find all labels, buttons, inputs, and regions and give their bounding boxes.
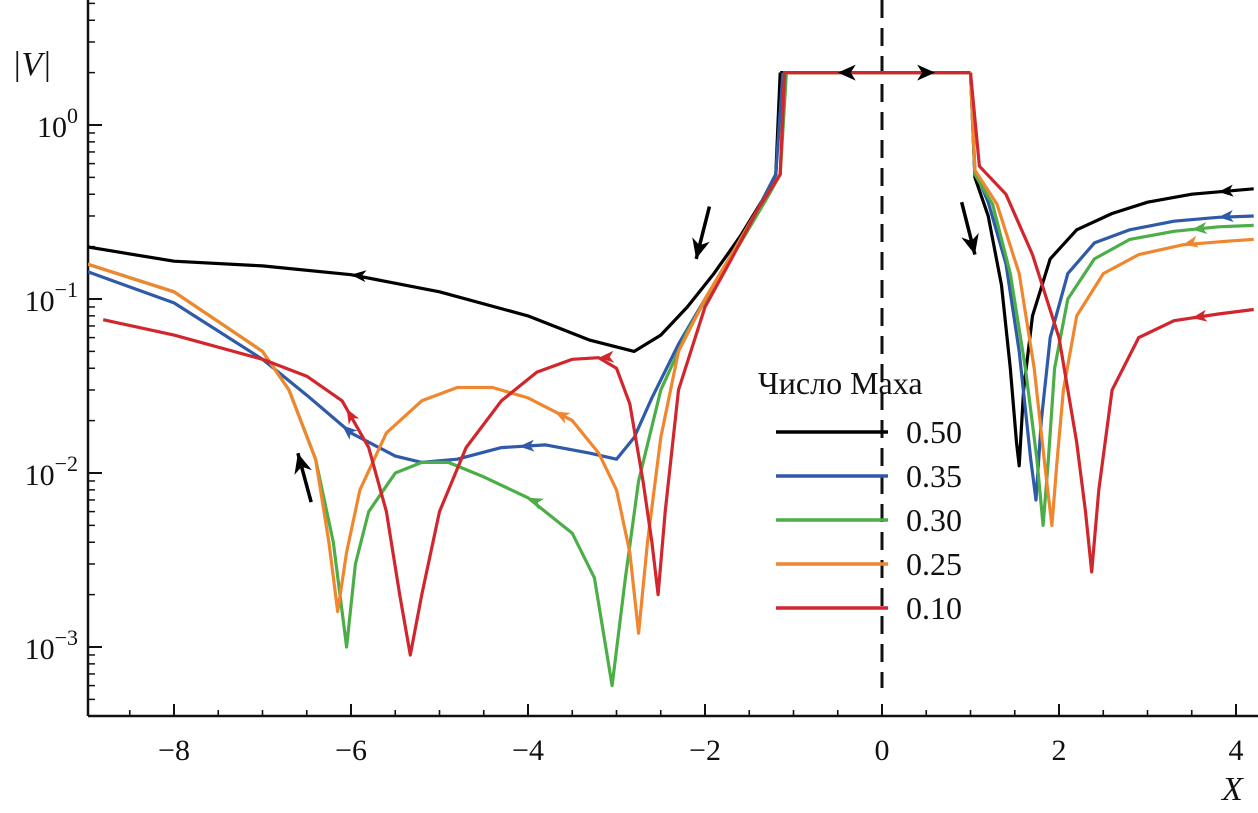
x-tick-label: 0 <box>875 734 890 767</box>
series-mach-0.10 <box>102 71 1254 657</box>
curve-arrow-0.35 <box>342 425 358 440</box>
series-left-line <box>88 72 782 353</box>
y-axis-title: |V| <box>12 46 51 83</box>
series-left-line <box>102 72 787 657</box>
y-tick-label: 10−3 <box>25 625 78 666</box>
series-mach-0.50 <box>88 71 1254 468</box>
black-arrow-left-center <box>692 206 712 260</box>
legend-label: 0.50 <box>906 414 962 450</box>
curve-arrow-0.35 <box>1218 209 1234 222</box>
curve-arrow-0.30 <box>528 497 545 510</box>
y-tick-label: 100 <box>37 103 78 144</box>
series-mach-0.25 <box>88 71 1254 635</box>
curve-arrow-0.50 <box>1218 184 1234 197</box>
series-right-line <box>968 72 1254 527</box>
annotation-arrow-head <box>294 453 312 475</box>
series-layer <box>88 71 1254 688</box>
y-tick-label: 10−2 <box>25 451 78 492</box>
curve-arrow-0.30 <box>1191 222 1208 234</box>
series-mach-0.30 <box>88 71 1254 688</box>
series-right-line <box>968 72 1254 574</box>
x-tick-label: 4 <box>1229 734 1244 767</box>
x-tick-label: 2 <box>1052 734 1067 767</box>
curve-arrow-0.10 <box>598 350 615 363</box>
plateau-arrow-right <box>917 64 936 81</box>
legend-label: 0.35 <box>906 458 962 494</box>
plateau-arrow-left <box>837 64 856 81</box>
legend: Число Маха 0.50 0.35 0.30 0.25 0.10 <box>758 365 962 626</box>
direction-arrows <box>294 64 1234 510</box>
curve-arrow-0.50 <box>351 270 367 283</box>
curve-arrow-0.25 <box>1182 235 1199 248</box>
curve-arrow-0.10 <box>346 408 360 425</box>
axes: −8 −6 −4 −2 0 2 4 100 10−1 10−2 10−3 <box>25 0 1258 767</box>
x-tick-label: −6 <box>335 734 367 767</box>
series-left-line <box>88 72 787 635</box>
curve-arrow-0.35 <box>519 439 535 452</box>
x-tick-label: −8 <box>158 734 190 767</box>
curve-arrow-0.25 <box>554 411 571 424</box>
x-tick-label: −4 <box>512 734 544 767</box>
series-mach-0.35 <box>88 71 1254 502</box>
y-tick-label: 10−1 <box>25 277 78 318</box>
series-right-line <box>968 72 1254 527</box>
annotation-arrow-head <box>692 237 710 259</box>
annotation-arrow-head <box>961 233 979 255</box>
legend-label: 0.10 <box>906 590 962 626</box>
legend-label: 0.25 <box>906 546 962 582</box>
curve-arrow-0.10 <box>1191 309 1208 322</box>
x-tick-label: −2 <box>689 734 721 767</box>
black-arrow-lower-left <box>294 452 313 503</box>
legend-title: Число Маха <box>758 365 923 401</box>
black-arrow-right-center <box>959 201 979 256</box>
x-axis-title: X <box>1220 771 1244 808</box>
legend-label: 0.30 <box>906 502 962 538</box>
